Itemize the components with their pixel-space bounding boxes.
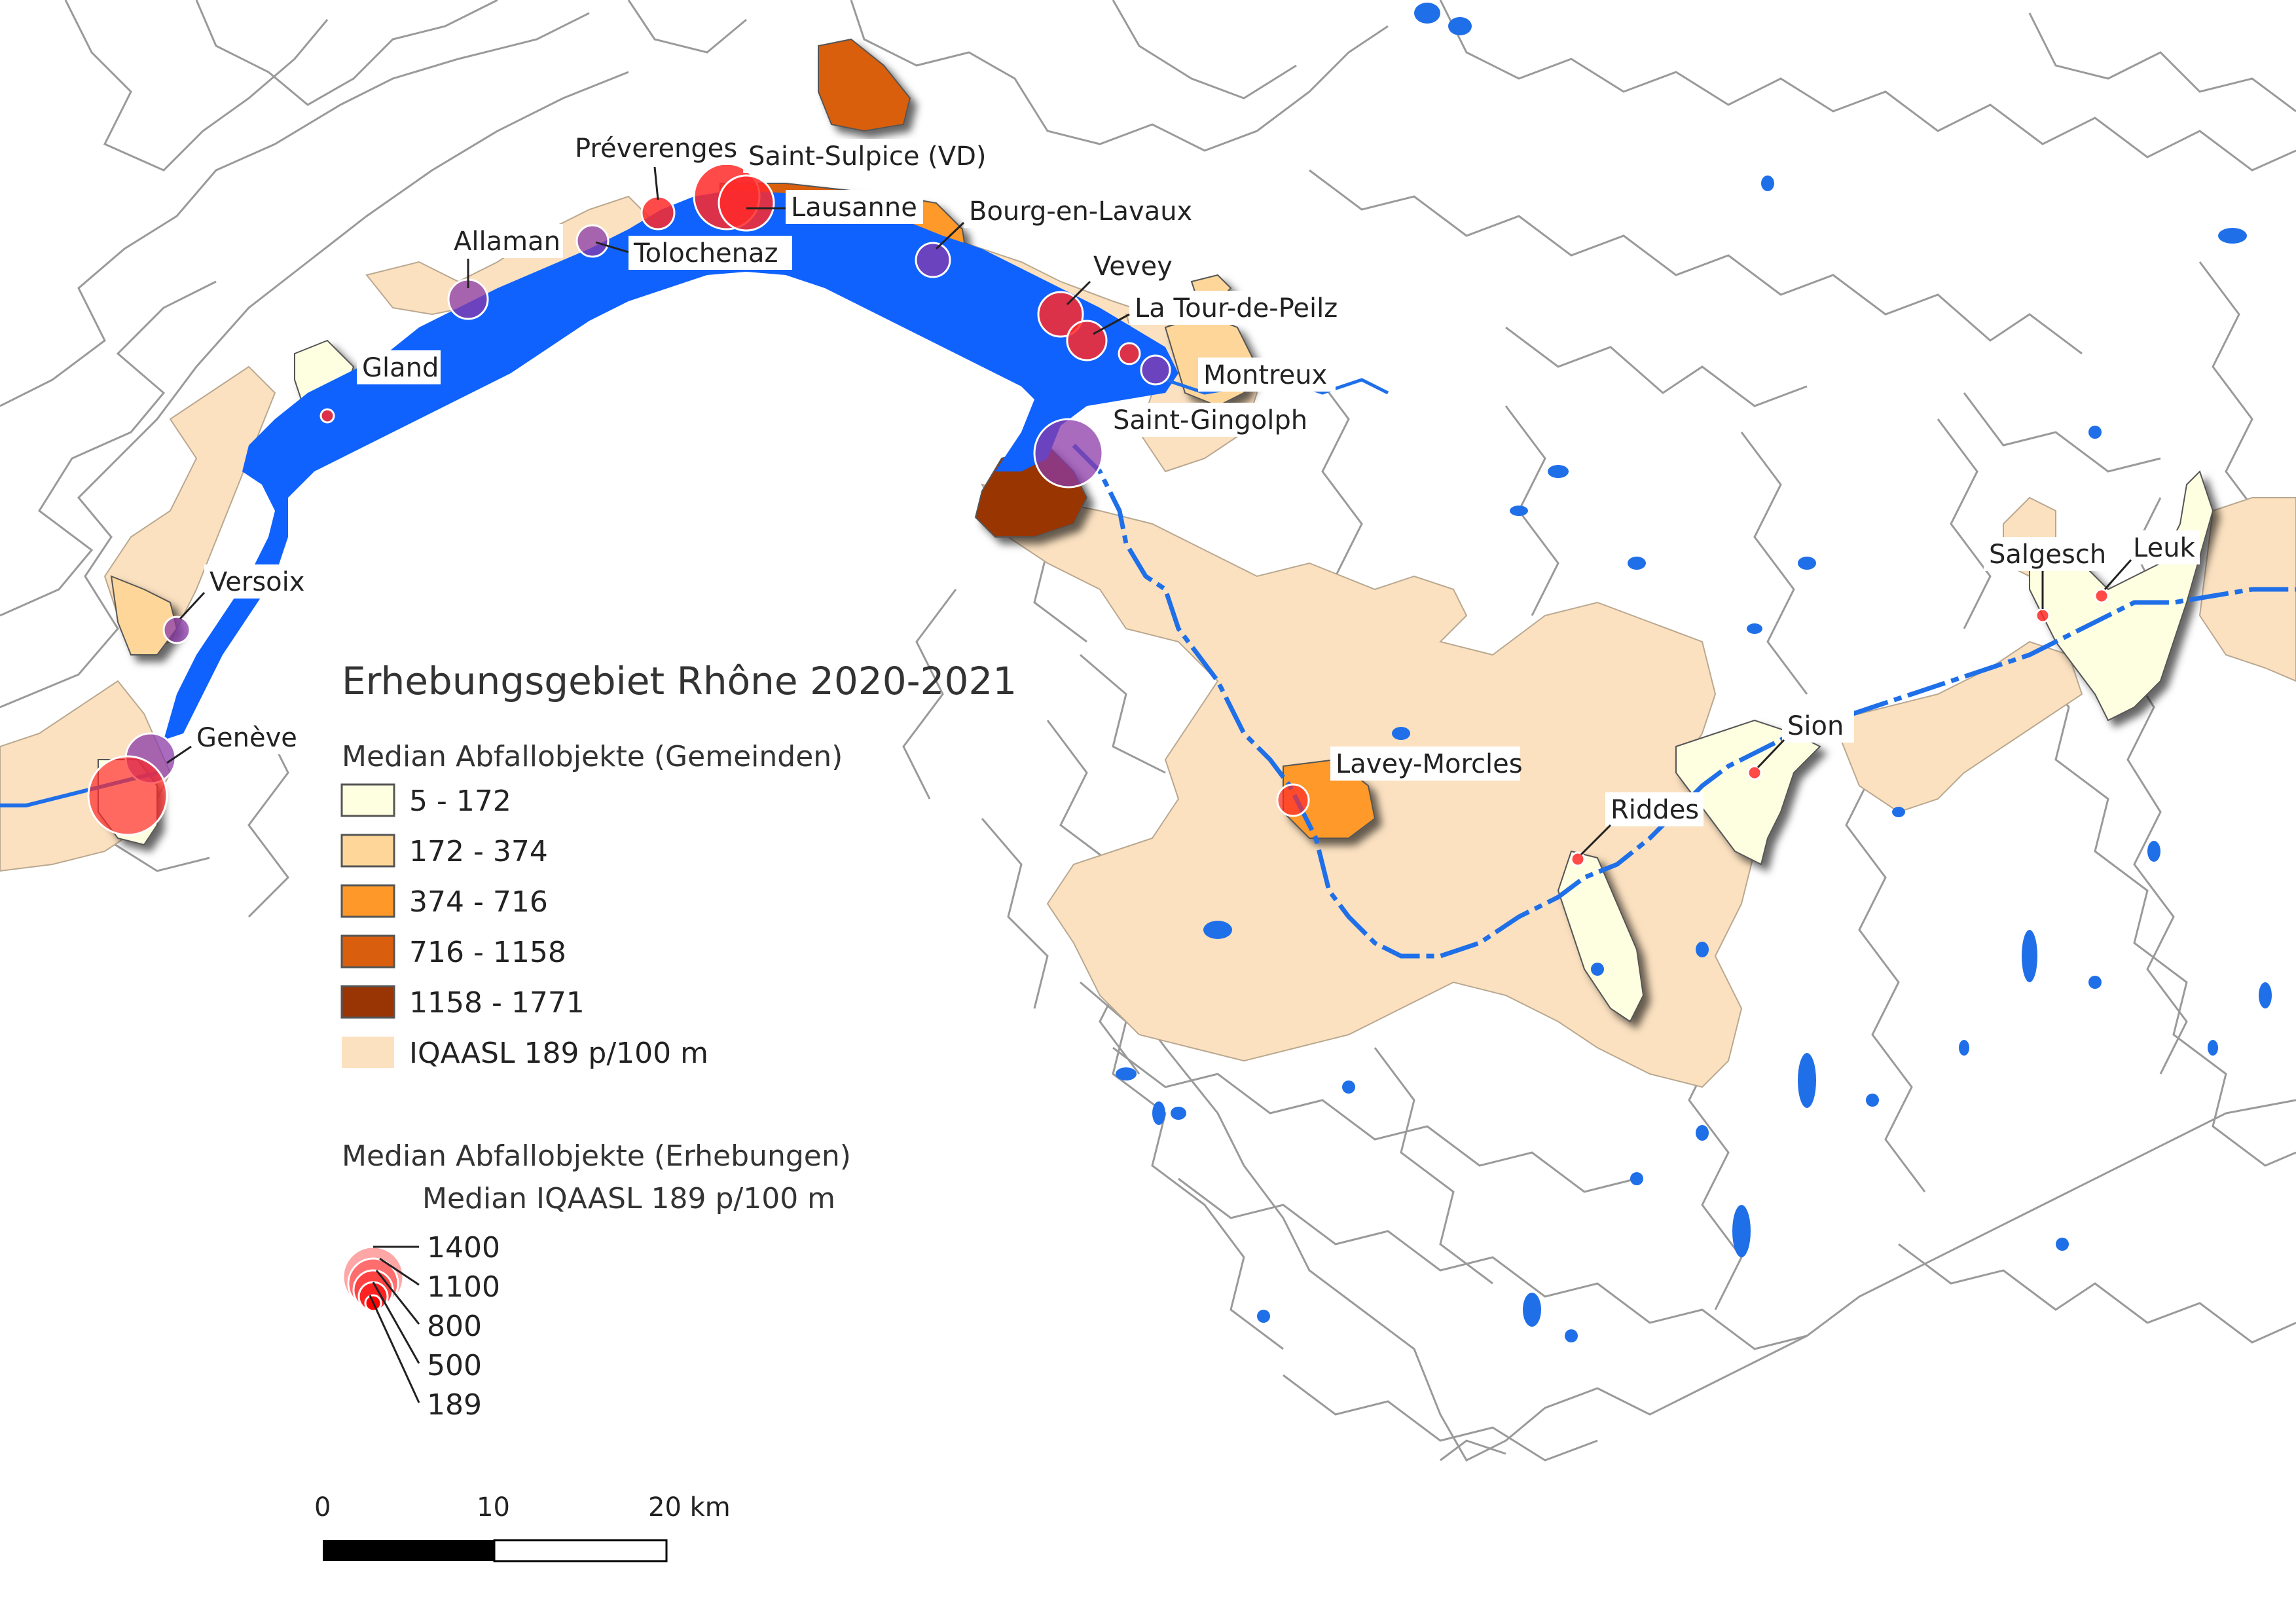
label-lausanne: Lausanne bbox=[746, 190, 923, 224]
label-allaman-text: Allaman bbox=[454, 227, 560, 257]
label-saint-sulpice-text: Saint-Sulpice (VD) bbox=[748, 141, 987, 172]
label-versoix-text: Versoix bbox=[210, 567, 304, 597]
label-sion: Sion bbox=[1757, 709, 1854, 769]
legend-surveys-heading: Median Abfallobjekte (Erhebungen) bbox=[342, 1139, 851, 1173]
label-montreux: Montreux bbox=[1198, 358, 1336, 392]
lake-geneva bbox=[164, 190, 1178, 740]
survey-circle-sion bbox=[1747, 765, 1762, 781]
survey-circle-salgesch bbox=[2035, 608, 2050, 623]
place-labels: Préverenges Saint-Sulpice (VD) Lausanne … bbox=[166, 131, 2200, 856]
label-la-tour-de-peilz-text: La Tour-de-Peilz bbox=[1135, 293, 1338, 323]
legend-swatch-0 bbox=[340, 783, 395, 817]
legend-label-0: 5 - 172 bbox=[409, 784, 511, 818]
legend-circle-label-1: 1100 bbox=[427, 1270, 500, 1304]
scale-label-10: 10 bbox=[477, 1492, 510, 1522]
label-geneve: Genève bbox=[166, 720, 302, 764]
label-saint-sulpice: Saint-Sulpice (VD) bbox=[743, 139, 987, 173]
legend-municipalities-heading: Median Abfallobjekte (Gemeinden) bbox=[342, 740, 843, 773]
label-preverenges: Préverenges bbox=[570, 131, 740, 200]
survey-circles bbox=[87, 162, 2109, 867]
label-tolochenaz-text: Tolochenaz bbox=[633, 238, 778, 268]
label-gland: Gland bbox=[357, 350, 441, 384]
survey-circle-leuk bbox=[2094, 588, 2109, 604]
label-lavey-morcles: Lavey-Morcles bbox=[1330, 747, 1523, 781]
legend-circle-label-3: 500 bbox=[427, 1349, 482, 1382]
label-vevey: Vevey bbox=[1066, 249, 1180, 306]
survey-circle-bourg-en-lavaux bbox=[915, 242, 951, 278]
label-salgesch: Salgesch bbox=[1984, 537, 2106, 609]
scale-bar: 0 10 20 km bbox=[314, 1492, 731, 1562]
label-salgesch-text: Salgesch bbox=[1989, 540, 2106, 570]
legend-swatch-3 bbox=[340, 934, 395, 969]
legend-surveys-subheading: Median IQAASL 189 p/100 m bbox=[422, 1182, 835, 1215]
legend-swatch-4 bbox=[340, 985, 395, 1019]
legend-label-4: 1158 - 1771 bbox=[409, 986, 585, 1020]
legend-label-1: 172 - 374 bbox=[409, 835, 548, 868]
legend-label-2: 374 - 716 bbox=[409, 885, 548, 919]
legend-swatch-2 bbox=[340, 884, 395, 918]
legend-class-0: 5 - 172 bbox=[340, 783, 511, 818]
label-gland-text: Gland bbox=[362, 353, 439, 383]
scale-label-20: 20 km bbox=[648, 1492, 731, 1522]
label-vevey-text: Vevey bbox=[1093, 251, 1173, 282]
label-preverenges-text: Préverenges bbox=[575, 134, 737, 164]
label-geneve-text: Genève bbox=[196, 723, 297, 753]
legend-label-5: IQAASL 189 p/100 m bbox=[409, 1037, 708, 1070]
label-allaman: Allaman bbox=[448, 224, 563, 288]
survey-circle-geneve bbox=[87, 755, 168, 836]
legend-swatch-1 bbox=[340, 834, 395, 868]
outer-boundary bbox=[1125, 995, 2296, 1462]
survey-circle-lausanne bbox=[718, 174, 775, 232]
label-bourg-en-lavaux: Bourg-en-Lavaux bbox=[935, 194, 1193, 250]
scale-segment-white bbox=[493, 1539, 668, 1562]
legend-swatch-5 bbox=[342, 1037, 394, 1068]
label-bourg-en-lavaux-text: Bourg-en-Lavaux bbox=[969, 196, 1192, 227]
legend-circle-label-2: 800 bbox=[427, 1310, 482, 1343]
survey-circle-riddes bbox=[1570, 851, 1586, 867]
survey-circle-la-tour-de-peilz bbox=[1066, 320, 1108, 361]
label-riddes: Riddes bbox=[1580, 792, 1704, 856]
rhone-river-east bbox=[1072, 443, 2296, 959]
legend-class-3: 716 - 1158 bbox=[340, 934, 566, 969]
label-lavey-morcles-text: Lavey-Morcles bbox=[1336, 749, 1523, 779]
label-sion-text: Sion bbox=[1787, 711, 1844, 741]
label-leuk: Leuk bbox=[2104, 530, 2200, 590]
scale-label-0: 0 bbox=[314, 1492, 331, 1522]
label-versoix: Versoix bbox=[179, 564, 309, 620]
label-lausanne-text: Lausanne bbox=[791, 193, 917, 223]
legend-class-5: IQAASL 189 p/100 m bbox=[342, 1037, 708, 1070]
survey-circle-lavey-morcles bbox=[1276, 783, 1310, 817]
legend: Erhebungsgebiet Rhône 2020-2021 Median A… bbox=[340, 659, 1017, 1422]
label-la-tour-de-peilz: La Tour-de-Peilz bbox=[1093, 291, 1355, 335]
legend-class-4: 1158 - 1771 bbox=[340, 985, 585, 1020]
survey-circle-vevey bbox=[1037, 291, 1084, 338]
legend-circle-label-4: 189 bbox=[427, 1388, 482, 1422]
label-riddes-text: Riddes bbox=[1611, 795, 1699, 825]
label-saint-gingolph-text: Saint-Gingolph bbox=[1113, 405, 1307, 435]
label-leuk-text: Leuk bbox=[2133, 533, 2196, 563]
municipality-boundaries bbox=[0, 0, 2296, 1462]
legend-circles: 1400 1100 800 500 189 bbox=[342, 1231, 500, 1422]
survey-circle-montreux bbox=[1140, 354, 1171, 386]
survey-circle-versoix bbox=[162, 616, 191, 644]
legend-circle-label-0: 1400 bbox=[427, 1231, 500, 1264]
label-tolochenaz: Tolochenaz bbox=[595, 236, 792, 270]
scale-segment-black bbox=[323, 1540, 494, 1561]
small-lakes bbox=[1116, 3, 2272, 1342]
label-montreux-text: Montreux bbox=[1203, 360, 1327, 390]
survey-circle-gland bbox=[319, 408, 335, 424]
legend-label-3: 716 - 1158 bbox=[409, 936, 566, 969]
legend-class-1: 172 - 374 bbox=[340, 834, 548, 868]
survey-circle-saint-gingolph bbox=[1033, 418, 1104, 489]
legend-title: Erhebungsgebiet Rhône 2020-2021 bbox=[342, 659, 1017, 703]
survey-circle-preverenges bbox=[640, 195, 676, 231]
survey-circle-tolochenaz bbox=[575, 224, 610, 258]
legend-class-2: 374 - 716 bbox=[340, 884, 548, 919]
survey-circle-la-tour-small bbox=[1118, 342, 1141, 365]
label-saint-gingolph: Saint-Gingolph bbox=[1108, 403, 1307, 437]
